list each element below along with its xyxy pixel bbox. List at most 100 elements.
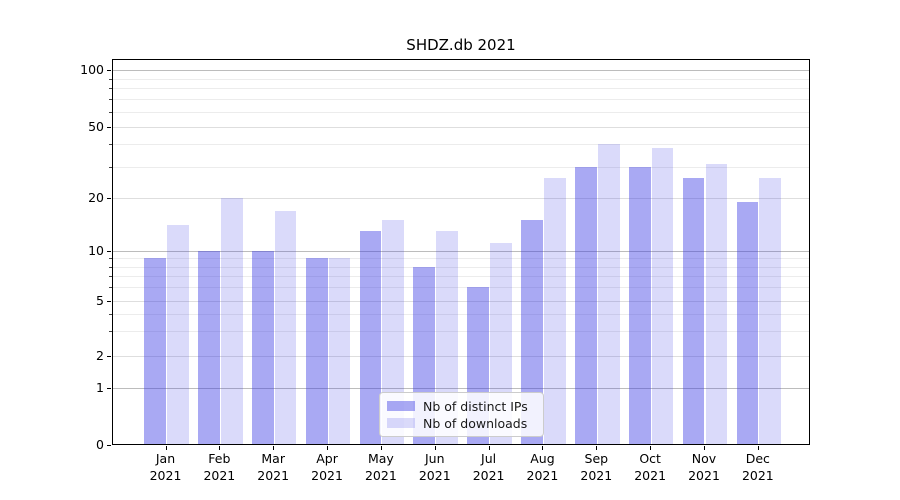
gridline — [113, 198, 809, 200]
major-gridline — [113, 388, 809, 389]
y-minor-tick-mark — [109, 78, 112, 80]
bar-distinct-ips-sep — [575, 166, 597, 444]
legend-swatch-distinct-ips — [387, 401, 415, 411]
minor-gridline — [113, 266, 809, 268]
y-tick-label: 2 — [96, 348, 104, 363]
x-tick-mark — [165, 446, 167, 450]
bar-downloads-feb — [220, 198, 243, 444]
bar-downloads-jun — [436, 230, 459, 444]
x-tick-label: Aug 2021 — [526, 451, 559, 483]
y-tick-mark — [107, 198, 111, 200]
bar-downloads-mar — [274, 210, 297, 444]
bar-distinct-ips-dec — [736, 202, 759, 444]
x-tick-label: Jun 2021 — [418, 451, 451, 483]
gridline — [113, 356, 809, 357]
legend-label-distinct-ips: Nb of distinct IPs — [423, 398, 528, 414]
minor-gridline — [113, 78, 809, 80]
legend-swatch-downloads — [387, 418, 415, 428]
y-minor-tick-mark — [109, 331, 112, 333]
gridline — [113, 126, 809, 128]
minor-gridline — [113, 314, 809, 316]
y-tick-mark — [107, 388, 111, 389]
y-minor-tick-mark — [109, 276, 112, 278]
legend-label-downloads: Nb of downloads — [423, 415, 528, 431]
bar-distinct-ips-oct — [628, 166, 651, 444]
bar-downloads-jan — [167, 225, 189, 444]
x-tick-mark — [757, 446, 759, 450]
major-gridline — [113, 250, 809, 252]
bar-distinct-ips-apr — [305, 258, 328, 444]
y-tick-mark — [107, 300, 111, 302]
legend-item-downloads: Nb of downloads — [387, 416, 535, 431]
minor-gridline — [113, 99, 809, 101]
y-tick-label: 100 — [80, 62, 104, 77]
x-tick-mark — [488, 446, 490, 450]
x-tick-mark — [219, 446, 221, 450]
bar-distinct-ips-may — [359, 230, 382, 444]
bar-downloads-may — [382, 219, 405, 444]
x-tick-label: Dec 2021 — [741, 451, 774, 483]
bar-distinct-ips-jan — [144, 258, 166, 444]
bar-downloads-apr — [328, 258, 351, 444]
y-tick-label: 5 — [96, 292, 104, 308]
y-tick-label: 10 — [88, 242, 104, 258]
x-tick-label: Oct 2021 — [634, 451, 667, 483]
y-tick-label: 50 — [88, 118, 104, 134]
gridline — [113, 300, 809, 302]
x-tick-label: Apr 2021 — [311, 451, 343, 483]
x-tick-label: Nov 2021 — [688, 451, 720, 483]
x-tick-label: May 2021 — [364, 451, 397, 483]
bar-downloads-aug — [543, 177, 566, 444]
x-tick-label: Jan 2021 — [149, 451, 182, 483]
x-tick-label: Mar 2021 — [257, 451, 290, 483]
y-minor-tick-mark — [109, 99, 112, 101]
x-tick-mark — [327, 446, 329, 450]
bar-distinct-ips-feb — [198, 250, 220, 444]
y-tick-mark — [107, 445, 111, 446]
y-minor-tick-mark — [109, 287, 112, 289]
x-tick-mark — [380, 446, 382, 450]
y-minor-tick-mark — [109, 314, 112, 316]
minor-gridline — [113, 287, 809, 289]
y-tick-label: 1 — [96, 380, 104, 395]
y-minor-tick-mark — [109, 266, 112, 268]
x-tick-mark — [596, 446, 598, 450]
bar-downloads-sep — [597, 144, 620, 444]
minor-gridline — [113, 144, 809, 146]
bar-downloads-nov — [705, 164, 728, 444]
y-tick-mark — [107, 356, 111, 357]
minor-gridline — [113, 88, 809, 90]
y-minor-tick-mark — [109, 88, 112, 90]
bar-downloads-dec — [759, 177, 782, 444]
minor-gridline — [113, 331, 809, 333]
y-tick-label: 20 — [88, 190, 104, 206]
y-minor-tick-mark — [109, 258, 112, 260]
y-minor-tick-mark — [109, 144, 112, 146]
y-tick-mark — [107, 250, 111, 252]
legend-item-distinct-ips: Nb of distinct IPs — [387, 399, 535, 414]
x-tick-mark — [273, 446, 275, 450]
y-tick-mark — [107, 126, 111, 128]
y-tick-mark — [107, 70, 111, 71]
x-tick-label: Sep 2021 — [580, 451, 613, 483]
x-tick-mark — [542, 446, 544, 450]
x-tick-mark — [434, 446, 436, 450]
plot-area — [112, 59, 810, 445]
major-gridline — [113, 70, 809, 71]
y-minor-tick-mark — [109, 111, 112, 113]
bar-distinct-ips-mar — [251, 250, 274, 444]
minor-gridline — [113, 276, 809, 278]
minor-gridline — [113, 111, 809, 113]
y-tick-label: 0 — [96, 437, 104, 452]
x-tick-label: Jul 2021 — [472, 451, 505, 483]
legend: Nb of distinct IPs Nb of downloads — [379, 392, 544, 437]
x-tick-mark — [650, 446, 652, 450]
minor-gridline — [113, 166, 809, 168]
minor-gridline — [113, 258, 809, 260]
bar-distinct-ips-aug — [521, 219, 543, 444]
x-tick-label: Feb 2021 — [203, 451, 236, 483]
bar-distinct-ips-nov — [682, 177, 705, 444]
y-minor-tick-mark — [109, 166, 112, 168]
chart-title: SHDZ.db 2021 — [406, 36, 516, 54]
bar-downloads-oct — [651, 148, 674, 444]
